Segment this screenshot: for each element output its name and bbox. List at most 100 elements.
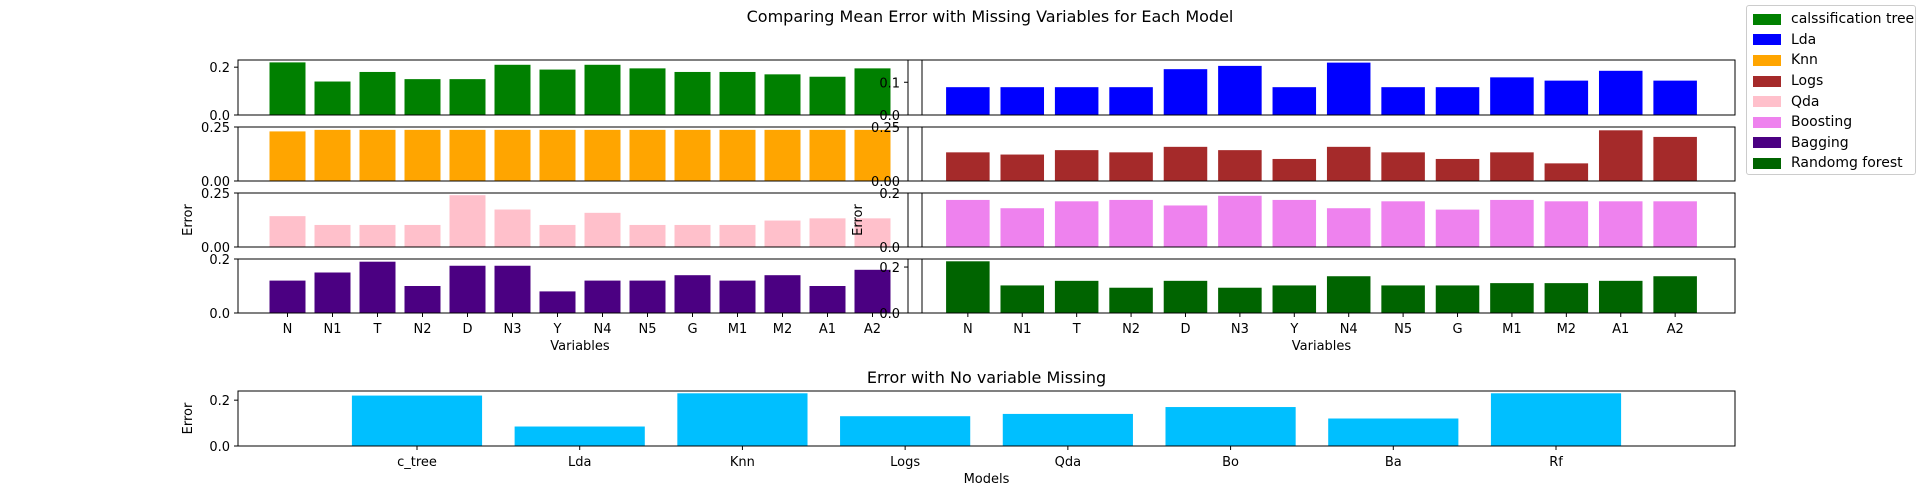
bar-Logs-M1 bbox=[1490, 152, 1534, 181]
legend-item: Knn bbox=[1753, 50, 1909, 71]
bar-Qda-N1 bbox=[314, 224, 351, 247]
bar-Bagging-A1 bbox=[809, 286, 846, 313]
x-tick-label: N5 bbox=[1394, 322, 1412, 337]
bar-Knn-N2 bbox=[404, 129, 441, 181]
x-tick-label: N4 bbox=[594, 322, 612, 337]
bar-Lda-N bbox=[946, 87, 990, 115]
bar-Lda-A2 bbox=[1653, 80, 1697, 115]
legend-swatch bbox=[1753, 137, 1781, 149]
legend: calssification tree Lda Knn Logs Qda Boosting… bbox=[1746, 5, 1916, 175]
bar-no-missing-Lda bbox=[514, 426, 645, 446]
bar-Knn-A2 bbox=[854, 129, 891, 181]
bar-Boosting-M2 bbox=[1544, 201, 1589, 247]
bar-Bagging-N1 bbox=[314, 272, 351, 313]
bar-Lda-G bbox=[1435, 87, 1480, 115]
bar-Boosting-A1 bbox=[1598, 201, 1643, 247]
bar-Randomg-forest-N2 bbox=[1109, 287, 1153, 313]
bar-calssification-tree-T bbox=[359, 71, 396, 115]
x-tick-label: Y bbox=[553, 322, 562, 337]
bar-Bagging-T bbox=[359, 261, 396, 313]
axes-frame bbox=[237, 192, 923, 248]
y-tick-label: 0.0 bbox=[879, 109, 900, 124]
y-axis-label: Error bbox=[181, 204, 196, 236]
x-tick-label: Knn bbox=[730, 455, 755, 470]
bar-Lda-M2 bbox=[1544, 80, 1589, 115]
bar-Bagging-N4 bbox=[584, 280, 621, 313]
axes-frame bbox=[237, 258, 923, 314]
x-tick-label: Ba bbox=[1385, 455, 1402, 470]
bar-Lda-Y bbox=[1272, 87, 1317, 115]
bar-Lda-N5 bbox=[1381, 87, 1425, 115]
bar-Knn-A1 bbox=[809, 129, 846, 181]
y-tick-label: 0.0 bbox=[209, 307, 230, 322]
bar-Lda-A1 bbox=[1598, 70, 1643, 115]
bar-calssification-tree-N3 bbox=[494, 64, 531, 115]
legend-item: Bagging bbox=[1753, 133, 1909, 154]
bar-Bagging-Y bbox=[539, 291, 576, 313]
y-tick-label: 0.25 bbox=[201, 187, 230, 202]
y-tick-label: 0.0 bbox=[879, 241, 900, 256]
bar-calssification-tree-N4 bbox=[584, 64, 621, 115]
bar-Knn-Y bbox=[539, 129, 576, 181]
legend-label: calssification tree bbox=[1791, 11, 1915, 28]
legend-swatch bbox=[1753, 34, 1781, 46]
bar-Randomg-forest-N bbox=[946, 261, 990, 313]
y-axis-label: Error bbox=[851, 204, 866, 236]
bar-Knn-N3 bbox=[494, 129, 531, 181]
x-tick-label: N5 bbox=[639, 322, 657, 337]
bar-Qda-N4 bbox=[584, 212, 621, 247]
bar-Logs-A2 bbox=[1653, 136, 1697, 181]
bar-Randomg-forest-G bbox=[1435, 285, 1480, 313]
legend-label: Knn bbox=[1791, 52, 1818, 69]
x-tick-label: A1 bbox=[819, 322, 836, 337]
bar-Lda-N1 bbox=[1000, 87, 1045, 115]
bar-calssification-tree-M1 bbox=[719, 71, 756, 115]
legend-label: Bagging bbox=[1791, 134, 1849, 151]
bar-calssification-tree-G bbox=[674, 71, 711, 115]
x-tick-label: A2 bbox=[1667, 322, 1684, 337]
bar-Lda-M1 bbox=[1490, 77, 1534, 115]
bar-Logs-M2 bbox=[1544, 163, 1589, 181]
bar-Lda-D bbox=[1163, 69, 1208, 115]
axes-frame bbox=[237, 59, 923, 116]
bar-Bagging-A2 bbox=[854, 269, 891, 313]
legend-swatch bbox=[1753, 75, 1781, 87]
bar-Qda-A2 bbox=[854, 218, 891, 247]
bar-Boosting-M1 bbox=[1490, 199, 1534, 247]
legend-swatch bbox=[1753, 54, 1781, 66]
bar-Logs-G bbox=[1435, 158, 1480, 181]
y-tick-label: 0.25 bbox=[201, 121, 230, 136]
bar-Logs-T bbox=[1054, 150, 1099, 181]
figure-title: Comparing Mean Error with Missing Variab… bbox=[747, 7, 1234, 26]
x-tick-label: T bbox=[373, 322, 382, 337]
bar-Logs-N2 bbox=[1109, 152, 1153, 181]
axes-frame bbox=[237, 390, 1736, 447]
bar-Boosting-N1 bbox=[1000, 208, 1045, 247]
bar-Boosting-Y bbox=[1272, 199, 1317, 247]
bar-no-missing-Logs bbox=[840, 416, 971, 446]
bar-no-missing-Rf bbox=[1490, 393, 1622, 446]
legend-item: Logs bbox=[1753, 71, 1909, 92]
x-tick-label: M2 bbox=[773, 322, 793, 337]
legend-label: Randomg forest bbox=[1791, 155, 1903, 172]
legend-label: Qda bbox=[1791, 93, 1820, 110]
legend-label: Lda bbox=[1791, 31, 1817, 48]
bar-no-missing-Ba bbox=[1328, 418, 1459, 446]
bar-Logs-D bbox=[1163, 146, 1208, 181]
bar-Randomg-forest-A1 bbox=[1598, 280, 1643, 313]
bar-Qda-G bbox=[674, 224, 711, 247]
y-tick-label: 0.1 bbox=[879, 76, 900, 91]
bar-Boosting-A2 bbox=[1653, 201, 1697, 247]
bar-Knn-G bbox=[674, 129, 711, 181]
x-axis-label: Variables bbox=[1292, 339, 1352, 354]
x-tick-label: Qda bbox=[1055, 455, 1081, 470]
y-tick-label: 0.2 bbox=[879, 261, 900, 276]
x-axis-label: Variables bbox=[550, 339, 610, 354]
x-tick-label: N1 bbox=[1013, 322, 1031, 337]
legend-swatch bbox=[1753, 13, 1781, 25]
bar-Knn-N bbox=[269, 131, 306, 181]
bar-Randomg-forest-A2 bbox=[1653, 276, 1697, 313]
x-tick-label: N1 bbox=[324, 322, 342, 337]
bar-Bagging-M2 bbox=[764, 275, 801, 313]
